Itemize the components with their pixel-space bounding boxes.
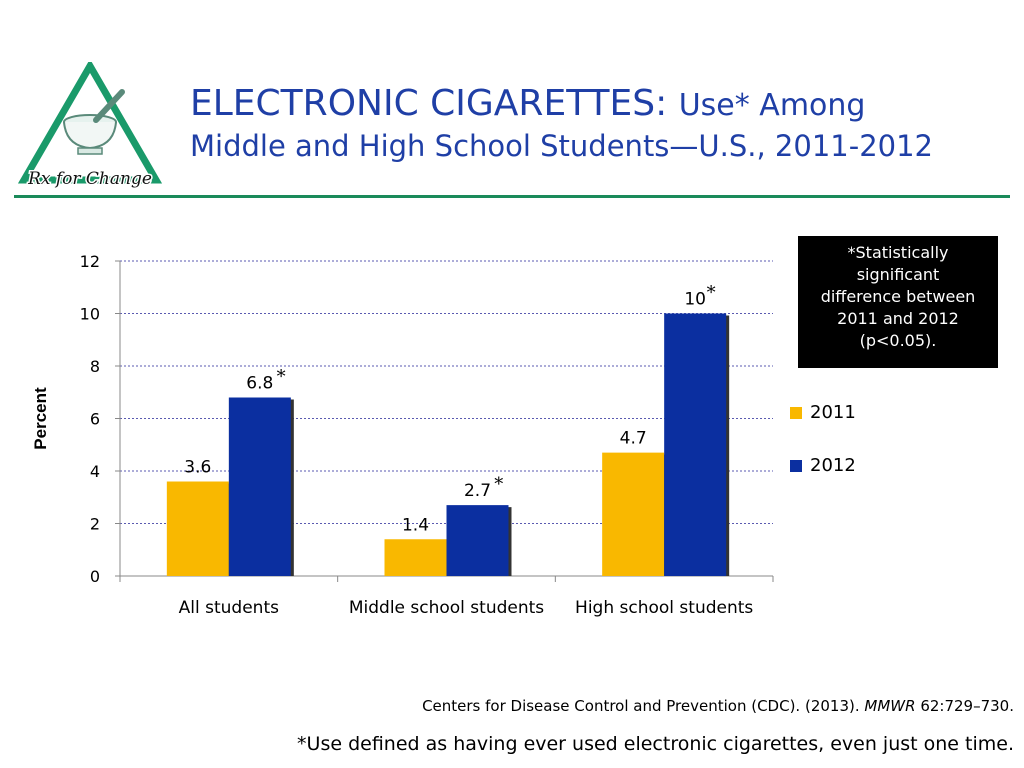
x-tick-label: High school students <box>575 598 753 618</box>
chart-legend: 2011 2012 <box>790 402 856 508</box>
bar-2012 <box>228 397 291 576</box>
note-line: (p<0.05). <box>859 331 937 350</box>
source-citation: Centers for Disease Control and Preventi… <box>422 697 1014 715</box>
note-line: *Statistically <box>847 243 949 262</box>
x-tick-label: Middle school students <box>349 598 544 618</box>
title-line2: Middle and High School Students—U.S., 20… <box>190 129 933 163</box>
legend-item-2012: 2012 <box>790 455 856 476</box>
y-axis-label: Percent <box>31 387 50 450</box>
significance-asterisk: * <box>277 367 286 388</box>
y-tick-label: 6 <box>90 410 100 429</box>
source-journal: MMWR <box>864 697 916 715</box>
slide-title: ELECTRONIC CIGARETTES: Use* Among Middle… <box>190 82 933 164</box>
legend-swatch <box>790 459 802 472</box>
rx-for-change-logo: Rx for Change <box>18 62 162 190</box>
note-line: difference between <box>820 287 976 306</box>
y-tick-label: 4 <box>90 462 100 481</box>
bar-2011 <box>384 539 447 576</box>
note-line: significant <box>856 265 940 284</box>
legend-swatch <box>790 406 802 419</box>
bar-2012 <box>446 505 509 576</box>
y-tick-label: 8 <box>90 357 100 376</box>
bar-2011 <box>602 452 665 576</box>
legend-label: 2012 <box>810 455 856 476</box>
data-label: 6.8 <box>246 374 273 394</box>
title-divider <box>14 195 1010 198</box>
bar-2012 <box>664 313 727 576</box>
significance-asterisk: * <box>707 283 716 304</box>
note-line: 2011 and 2012 <box>837 309 959 328</box>
footnote: *Use defined as having ever used electro… <box>297 733 1014 755</box>
title-rest: Use* Among <box>678 88 866 123</box>
y-tick-label: 2 <box>90 515 100 534</box>
significance-asterisk: * <box>494 474 503 495</box>
legend-label: 2011 <box>810 402 856 423</box>
data-label: 2.7 <box>464 481 491 501</box>
y-tick-label: 12 <box>80 252 100 271</box>
significance-note: *Statistically significant difference be… <box>798 236 998 368</box>
title-main: ELECTRONIC CIGARETTES: <box>190 83 668 124</box>
data-label: 10 <box>684 290 706 310</box>
mortar-pestle-icon <box>63 89 125 155</box>
logo-text: Rx for Change <box>27 169 152 189</box>
x-tick-label: All students <box>179 598 279 618</box>
data-label: 4.7 <box>620 429 647 449</box>
legend-item-2011: 2011 <box>790 402 856 423</box>
bar-2011 <box>166 481 229 576</box>
data-label: 3.6 <box>184 458 211 478</box>
y-tick-label: 0 <box>90 567 100 586</box>
data-label: 1.4 <box>402 515 429 535</box>
y-tick-label: 10 <box>80 305 100 324</box>
source-text: Centers for Disease Control and Preventi… <box>422 697 860 715</box>
source-pages: 62:729–730. <box>920 697 1014 715</box>
